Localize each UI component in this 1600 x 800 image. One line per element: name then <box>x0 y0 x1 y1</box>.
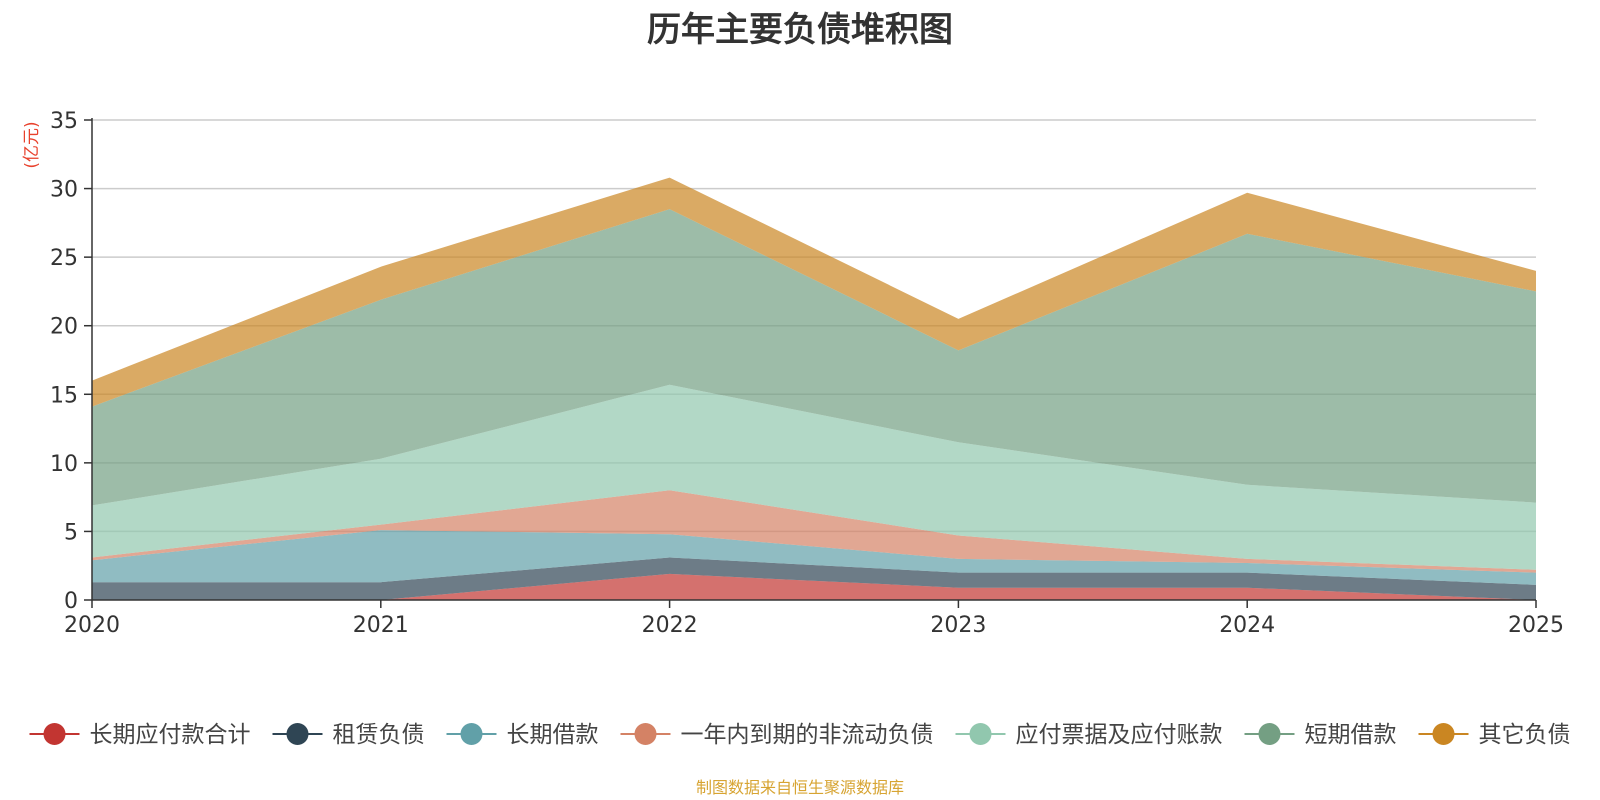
legend-marker-icon <box>43 723 66 745</box>
y-axis-unit-label: (亿元) <box>22 121 42 168</box>
y-tick-label: 30 <box>50 178 78 203</box>
x-tick-label: 2021 <box>353 613 409 638</box>
legend-item-3[interactable]: 长期借款 <box>446 722 599 748</box>
chart-title: 历年主要负债堆积图 <box>647 10 953 50</box>
y-tick-label: 15 <box>50 383 78 408</box>
legend-marker-icon <box>460 723 483 745</box>
x-tick-label: 2025 <box>1508 613 1564 638</box>
legend-marker-icon <box>1258 723 1281 745</box>
legend-label: 长期借款 <box>507 722 599 748</box>
area-series-1 <box>92 573 1536 600</box>
legend-label: 其它负债 <box>1479 722 1571 748</box>
area-series-4 <box>92 490 1536 573</box>
legend-item-2[interactable]: 租赁负债 <box>272 722 425 748</box>
y-tick-label: 5 <box>64 520 78 545</box>
legend-item-1[interactable]: 长期应付款合计 <box>29 722 251 748</box>
y-tick-label: 0 <box>64 589 78 614</box>
y-tick-label: 25 <box>50 246 78 271</box>
legend-item-5[interactable]: 应付票据及应付账款 <box>955 722 1223 748</box>
legend-item-6[interactable]: 短期借款 <box>1244 722 1397 748</box>
y-tick-label: 10 <box>50 452 78 477</box>
legend-label: 长期应付款合计 <box>90 722 251 748</box>
x-tick-label: 2022 <box>642 613 698 638</box>
y-tick-label: 20 <box>50 315 78 340</box>
area-series-6 <box>92 209 1536 506</box>
legend-marker-icon <box>969 723 992 745</box>
area-series-group <box>92 177 1536 600</box>
y-tick-label: 35 <box>50 109 78 134</box>
legend-item-7[interactable]: 其它负债 <box>1418 722 1571 748</box>
legend-item-4[interactable]: 一年内到期的非流动负债 <box>620 722 934 748</box>
legend-label: 短期借款 <box>1305 722 1397 748</box>
legend-label: 一年内到期的非流动负债 <box>681 722 934 748</box>
source-note: 制图数据来自恒生聚源数据库 <box>695 778 904 797</box>
legend-label: 应付票据及应付账款 <box>1016 722 1223 748</box>
area-series-5 <box>92 384 1536 570</box>
x-tick-label: 2023 <box>930 613 986 638</box>
legend-marker-icon <box>286 723 309 745</box>
area-series-3 <box>92 530 1536 585</box>
x-tick-label: 2024 <box>1219 613 1275 638</box>
legend-marker-icon <box>634 723 657 745</box>
area-series-7 <box>92 177 1536 407</box>
legend-label: 租赁负债 <box>333 722 425 748</box>
area-series-2 <box>92 557 1536 600</box>
legend: 长期应付款合计 租赁负债 长期借款 一年内到期的非流动负债 应付票据及应付账款 短期借款 其… <box>29 722 1571 748</box>
legend-marker-icon <box>1432 723 1455 745</box>
x-tick-label: 2020 <box>64 613 120 638</box>
